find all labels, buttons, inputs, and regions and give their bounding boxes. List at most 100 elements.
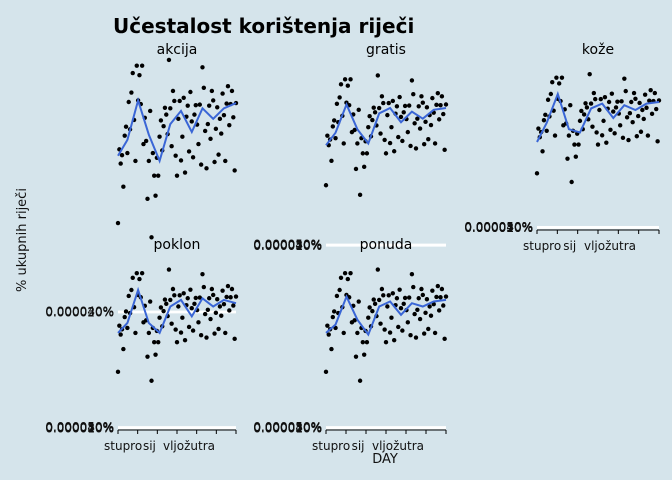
data-point bbox=[329, 158, 334, 164]
data-point bbox=[423, 310, 428, 315]
data-point bbox=[376, 105, 382, 111]
data-point bbox=[180, 315, 185, 320]
data-point bbox=[540, 149, 545, 154]
data-point bbox=[188, 89, 193, 95]
data-point bbox=[390, 98, 396, 104]
y-tick-label: 0.000010% bbox=[464, 221, 533, 235]
data-point bbox=[118, 161, 123, 166]
y-tick-label: 0.000040% bbox=[253, 238, 322, 252]
data-point bbox=[652, 90, 658, 96]
data-point bbox=[383, 151, 389, 156]
data-point bbox=[119, 152, 125, 158]
data-point bbox=[176, 116, 181, 122]
data-point bbox=[396, 324, 401, 330]
data-point bbox=[432, 141, 438, 146]
data-point bbox=[152, 173, 157, 178]
data-point bbox=[387, 140, 393, 146]
data-point bbox=[372, 110, 378, 115]
facet-label: poklon bbox=[154, 237, 201, 253]
data-point bbox=[361, 164, 367, 170]
data-point bbox=[115, 220, 121, 226]
data-point bbox=[213, 126, 219, 132]
data-point bbox=[141, 141, 146, 147]
data-point bbox=[157, 134, 162, 139]
data-point bbox=[438, 103, 443, 108]
data-point bbox=[398, 114, 404, 120]
data-point bbox=[137, 72, 142, 78]
facet-panels: 0.000020%0.000030%0.000040%akcija0.00001… bbox=[45, 42, 662, 453]
data-point bbox=[224, 294, 229, 300]
y-tick-label: 0.000020% bbox=[253, 238, 322, 252]
y-tick-label: 0.000030% bbox=[464, 220, 533, 234]
data-point bbox=[329, 346, 334, 352]
data-point bbox=[168, 106, 173, 111]
data-point bbox=[623, 88, 628, 94]
data-point bbox=[598, 96, 603, 102]
data-point bbox=[172, 293, 177, 298]
data-point bbox=[434, 294, 439, 300]
data-point bbox=[161, 308, 166, 314]
data-point bbox=[129, 90, 134, 95]
data-point bbox=[333, 135, 338, 141]
data-point bbox=[641, 116, 646, 122]
data-point bbox=[209, 286, 215, 292]
y-tick-label: 0.000020% bbox=[464, 221, 533, 235]
data-point bbox=[624, 115, 630, 120]
y-tick-label: 0.000050% bbox=[253, 237, 322, 251]
data-point bbox=[602, 95, 608, 100]
data-point bbox=[152, 339, 157, 345]
data-point bbox=[594, 130, 599, 135]
data-point bbox=[150, 150, 156, 156]
data-point bbox=[192, 301, 197, 307]
data-point bbox=[428, 122, 434, 128]
data-point bbox=[634, 134, 640, 139]
data-point bbox=[573, 154, 579, 159]
data-point bbox=[640, 107, 645, 113]
data-point bbox=[193, 295, 198, 301]
x-axis-title: DAY bbox=[372, 452, 398, 467]
data-point bbox=[196, 141, 201, 147]
data-point bbox=[411, 92, 416, 97]
data-point bbox=[345, 83, 351, 88]
data-point bbox=[644, 105, 649, 110]
data-point bbox=[584, 105, 590, 110]
data-point bbox=[145, 354, 150, 359]
data-point bbox=[419, 286, 424, 292]
data-point bbox=[593, 96, 598, 102]
data-point bbox=[204, 335, 209, 340]
data-point bbox=[130, 275, 135, 280]
data-point bbox=[181, 95, 186, 100]
data-point bbox=[149, 378, 154, 383]
data-point bbox=[441, 303, 446, 308]
data-point bbox=[420, 292, 426, 298]
data-point bbox=[379, 94, 385, 99]
data-point bbox=[233, 294, 239, 299]
data-point bbox=[125, 150, 130, 156]
data-point bbox=[164, 112, 169, 117]
data-point bbox=[435, 283, 441, 289]
data-point bbox=[158, 305, 164, 310]
x-tick-label: stupro bbox=[104, 439, 142, 453]
data-point bbox=[609, 91, 615, 96]
facet-label: akcija bbox=[157, 42, 198, 58]
data-point bbox=[416, 104, 421, 109]
data-point bbox=[419, 94, 424, 99]
y-tick-label: 0.000010% bbox=[45, 421, 114, 435]
data-point bbox=[219, 313, 224, 318]
data-point bbox=[379, 286, 385, 292]
data-point bbox=[630, 119, 635, 125]
data-point bbox=[396, 134, 401, 140]
data-point bbox=[220, 91, 225, 96]
data-point bbox=[645, 133, 651, 138]
data-point bbox=[223, 330, 228, 336]
y-tick-label: 0.000050% bbox=[464, 220, 533, 234]
data-point bbox=[323, 369, 329, 375]
data-point bbox=[164, 301, 169, 307]
data-point bbox=[577, 118, 583, 124]
data-point bbox=[397, 287, 402, 292]
data-point bbox=[597, 107, 602, 113]
data-point bbox=[648, 87, 653, 93]
data-point bbox=[372, 301, 378, 307]
data-point bbox=[370, 117, 375, 123]
data-point bbox=[421, 141, 427, 147]
